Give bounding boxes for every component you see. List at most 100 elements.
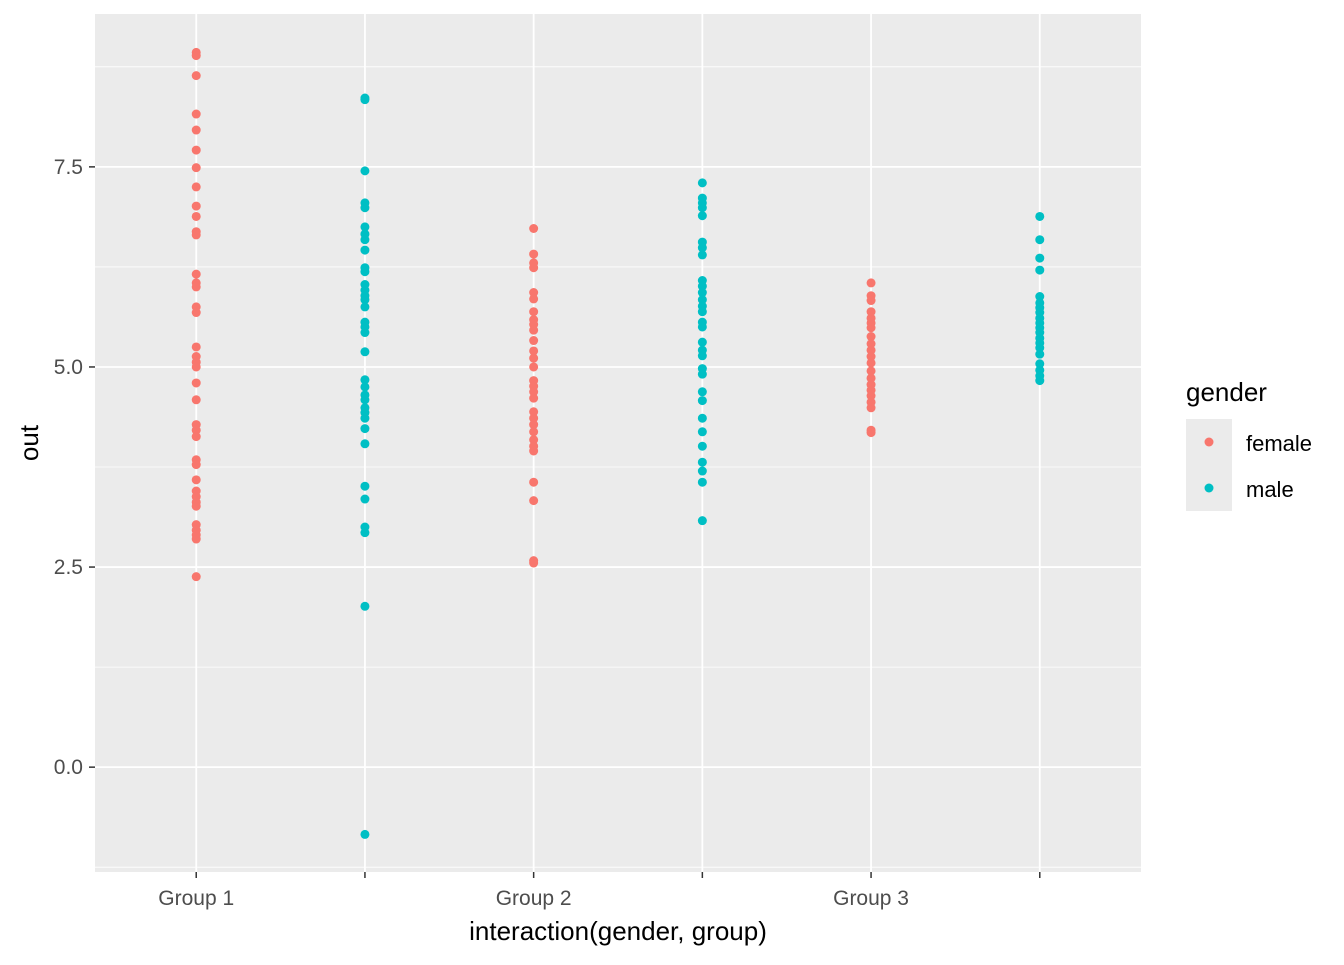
data-point-female [866,373,876,383]
data-point-female [529,427,539,437]
data-point-female [191,308,201,318]
data-point-female [529,435,539,445]
data-point-male [360,245,370,255]
data-point-female [191,51,201,61]
plot-panel [95,14,1141,872]
data-point-female [529,325,539,335]
data-point-female [866,345,876,355]
data-point-female [529,362,539,372]
data-point-male [697,466,707,476]
data-point-male [1035,359,1045,369]
data-point-female [529,294,539,304]
data-point-female [529,413,539,423]
data-point-male [697,178,707,188]
data-point-male [360,347,370,357]
data-point-male [360,413,370,423]
data-point-male [697,369,707,379]
data-point-female [191,425,201,435]
data-point-female [191,109,201,119]
data-point-male [360,295,370,305]
data-point-female [191,163,201,173]
legend-label-female: female [1246,431,1312,456]
data-point-female [529,224,539,233]
data-point-male [697,457,707,467]
data-point-male [697,243,707,253]
legend-title: gender [1186,377,1267,407]
data-point-female [866,278,876,288]
data-point-male [697,351,707,361]
data-point-male [1035,211,1045,221]
data-point-male [360,166,370,176]
data-point-female [529,307,539,317]
x-axis-title: interaction(gender, group) [469,916,767,946]
data-point-female [191,460,201,470]
data-point-female [529,263,539,273]
data-point-female [191,342,201,352]
data-point-female [529,346,539,356]
data-point-male [360,328,370,338]
data-point-male [360,222,370,232]
data-point-female [866,323,876,333]
data-point-female [191,71,201,81]
data-point-female [529,477,539,487]
data-point-male [697,413,707,423]
data-point-female [191,378,201,388]
data-point-female [529,249,539,259]
data-point-male [360,302,370,312]
x-axis: Group 1 Group 2 Group 3 [158,872,1041,910]
data-point-male [697,307,707,317]
x-tick-label: Group 2 [496,887,572,910]
data-point-female [191,145,201,155]
data-point-male [360,95,370,105]
y-tick-label: 7.5 [54,156,83,179]
data-point-male [1035,376,1045,386]
data-point-female [866,391,876,401]
data-point-male [697,337,707,347]
data-point-female [866,358,876,368]
data-point-male [360,267,370,277]
data-point-male [697,281,707,291]
data-point-female [191,182,201,192]
y-tick-label: 2.5 [54,556,83,579]
data-point-male [360,439,370,449]
data-point-male [697,211,707,221]
data-point-male [1035,292,1045,302]
data-point-female [191,475,201,485]
legend-key-male [1204,483,1214,493]
data-point-male [1035,265,1045,275]
data-point-female [866,307,876,317]
data-point-male [360,235,370,245]
data-point-female [529,407,539,417]
data-point-female [529,288,539,298]
data-point-male [1035,235,1045,245]
data-point-male [360,481,370,491]
data-point-male [1035,343,1045,353]
data-point-male [697,203,707,213]
y-axis-title: out [14,424,44,461]
points [191,47,1045,839]
data-point-female [191,269,201,279]
data-point-male [697,295,707,305]
data-point-female [191,201,201,211]
data-point-male [360,375,370,385]
data-point-female [191,125,201,135]
data-point-female [866,366,876,376]
data-point-female [191,230,201,240]
data-point-male [1035,253,1045,263]
data-point-female [191,534,201,544]
data-point-female [529,353,539,363]
data-point-male [697,427,707,437]
data-point-female [191,211,201,221]
x-tick-label: Group 3 [833,887,909,910]
data-point-male [360,203,370,213]
data-point-female [529,446,539,456]
data-point-female [191,501,201,511]
data-point-female [191,432,201,442]
data-point-female [866,403,876,413]
data-point-male [697,322,707,332]
data-point-female [191,572,201,582]
data-point-male [360,601,370,611]
data-point-male [697,387,707,397]
data-point-female [529,393,539,403]
data-point-male [697,516,707,526]
